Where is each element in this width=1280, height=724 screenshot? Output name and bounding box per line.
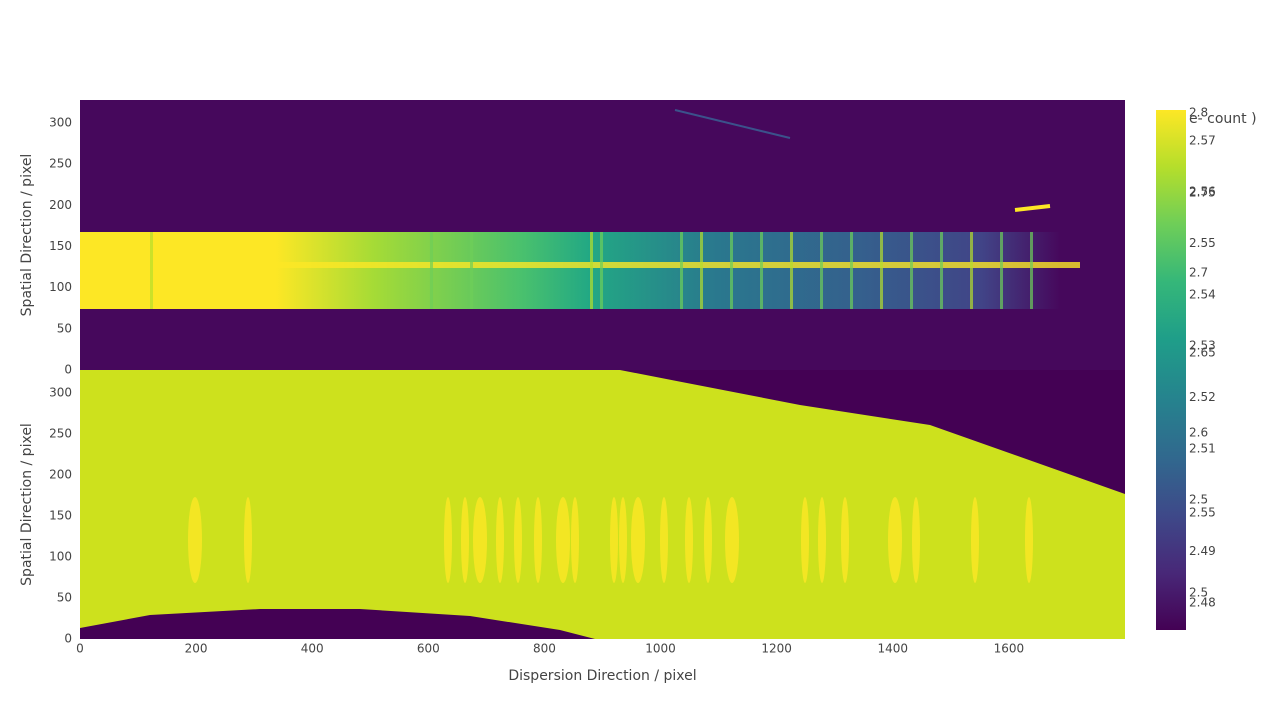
colorbar-tick-label: 2.7 [1189, 266, 1208, 280]
y-tick-label: 100 [49, 280, 72, 294]
x-axis-title: Dispersion Direction / pixel [508, 668, 696, 684]
x-tick-label: 400 [301, 642, 324, 656]
masked-region [80, 609, 595, 639]
y-axis-title: Spatial Direction / pixel [19, 423, 35, 586]
emission-line [971, 497, 979, 583]
x-tick-label: 0 [76, 642, 84, 656]
emission-line [730, 232, 733, 309]
emission-line [461, 497, 469, 583]
emission-line [841, 497, 849, 583]
colorbar-tick-label: 2.55 [1189, 236, 1216, 250]
y-tick-label: 0 [64, 363, 72, 377]
emission-line [970, 232, 973, 309]
colorbar-tick-label: 2.56 [1189, 185, 1216, 199]
emission-line [818, 497, 826, 583]
emission-line [514, 497, 522, 583]
colorbar-tick-label: 2.51 [1189, 441, 1216, 455]
colorbar-tick-label: 2.75 [1189, 186, 1216, 200]
emission-line [188, 497, 202, 583]
colorbar-tick-label: 2.54 [1189, 287, 1216, 301]
colorbar-tick-label: 2.65 [1189, 346, 1216, 360]
colorbar-tick-label: 2.57 [1189, 133, 1216, 147]
emission-line [685, 497, 693, 583]
emission-line [1025, 497, 1033, 583]
emission-line [444, 497, 452, 583]
colorbar-tick-label: 2.48 [1189, 595, 1216, 609]
emission-line [150, 232, 153, 309]
y-tick-label: 50 [57, 590, 72, 604]
emission-line [790, 232, 793, 309]
y-tick-label: 100 [49, 549, 72, 563]
colorbar-tick-label: 2.8 [1189, 106, 1208, 120]
emission-line [725, 497, 739, 583]
emission-line [1030, 232, 1033, 309]
colorbar-title: e- count ) [1189, 111, 1257, 127]
colorbar-tick-label: 2.5 [1189, 586, 1208, 600]
y-tick-label: 150 [49, 508, 72, 522]
streak [674, 109, 791, 139]
emission-line [619, 497, 627, 583]
y-tick-label: 300 [49, 385, 72, 399]
x-tick-label: 1000 [645, 642, 676, 656]
emission-line [888, 497, 902, 583]
emission-line [600, 232, 603, 309]
x-tick-label: 800 [533, 642, 556, 656]
y-tick-label: 200 [49, 198, 72, 212]
colorbar-tick-label: 2.49 [1189, 544, 1216, 558]
emission-line [820, 232, 823, 309]
emission-line [940, 232, 943, 309]
y-tick-label: 0 [64, 632, 72, 646]
emission-line [910, 232, 913, 309]
emission-line [660, 497, 668, 583]
emission-line [704, 497, 712, 583]
streak [1014, 204, 1051, 212]
spectrum-band [80, 232, 1060, 309]
y-axis-title: Spatial Direction / pixel [19, 154, 35, 317]
colorbar [1156, 110, 1186, 630]
x-tick-label: 1600 [994, 642, 1025, 656]
y-tick-label: 50 [57, 321, 72, 335]
emission-line [473, 497, 487, 583]
heatmap-image [80, 100, 1125, 639]
y-tick-label: 200 [49, 467, 72, 481]
emission-line [590, 232, 593, 309]
emission-line [1000, 232, 1003, 309]
y-tick-label: 150 [49, 239, 72, 253]
x-tick-label: 200 [185, 642, 208, 656]
emission-line [244, 497, 252, 583]
emission-line [610, 497, 618, 583]
emission-line [801, 497, 809, 583]
emission-line [700, 232, 703, 309]
colorbar-tick-label: 2.53 [1189, 339, 1216, 353]
emission-line [571, 497, 579, 583]
emission-line [470, 232, 473, 309]
y-tick-label: 250 [49, 157, 72, 171]
emission-line [850, 232, 853, 309]
x-tick-label: 1200 [761, 642, 792, 656]
emission-line [430, 232, 433, 309]
colorbar-tick-label: 2.6 [1189, 426, 1208, 440]
y-tick-label: 300 [49, 116, 72, 130]
colorbar-tick-label: 2.5 [1189, 493, 1208, 507]
y-tick-label: 250 [49, 426, 72, 440]
emission-line [496, 497, 504, 583]
trace [80, 262, 1080, 268]
emission-line [912, 497, 920, 583]
emission-line [556, 497, 570, 583]
emission-line [760, 232, 763, 309]
colorbar-tick-label: 2.55 [1189, 506, 1216, 520]
x-tick-label: 600 [417, 642, 440, 656]
colorbar-tick-label: 2.52 [1189, 390, 1216, 404]
emission-line [680, 232, 683, 309]
emission-line [534, 497, 542, 583]
masked-region [620, 370, 1125, 494]
emission-line [631, 497, 645, 583]
x-tick-label: 1400 [878, 642, 909, 656]
emission-line [880, 232, 883, 309]
